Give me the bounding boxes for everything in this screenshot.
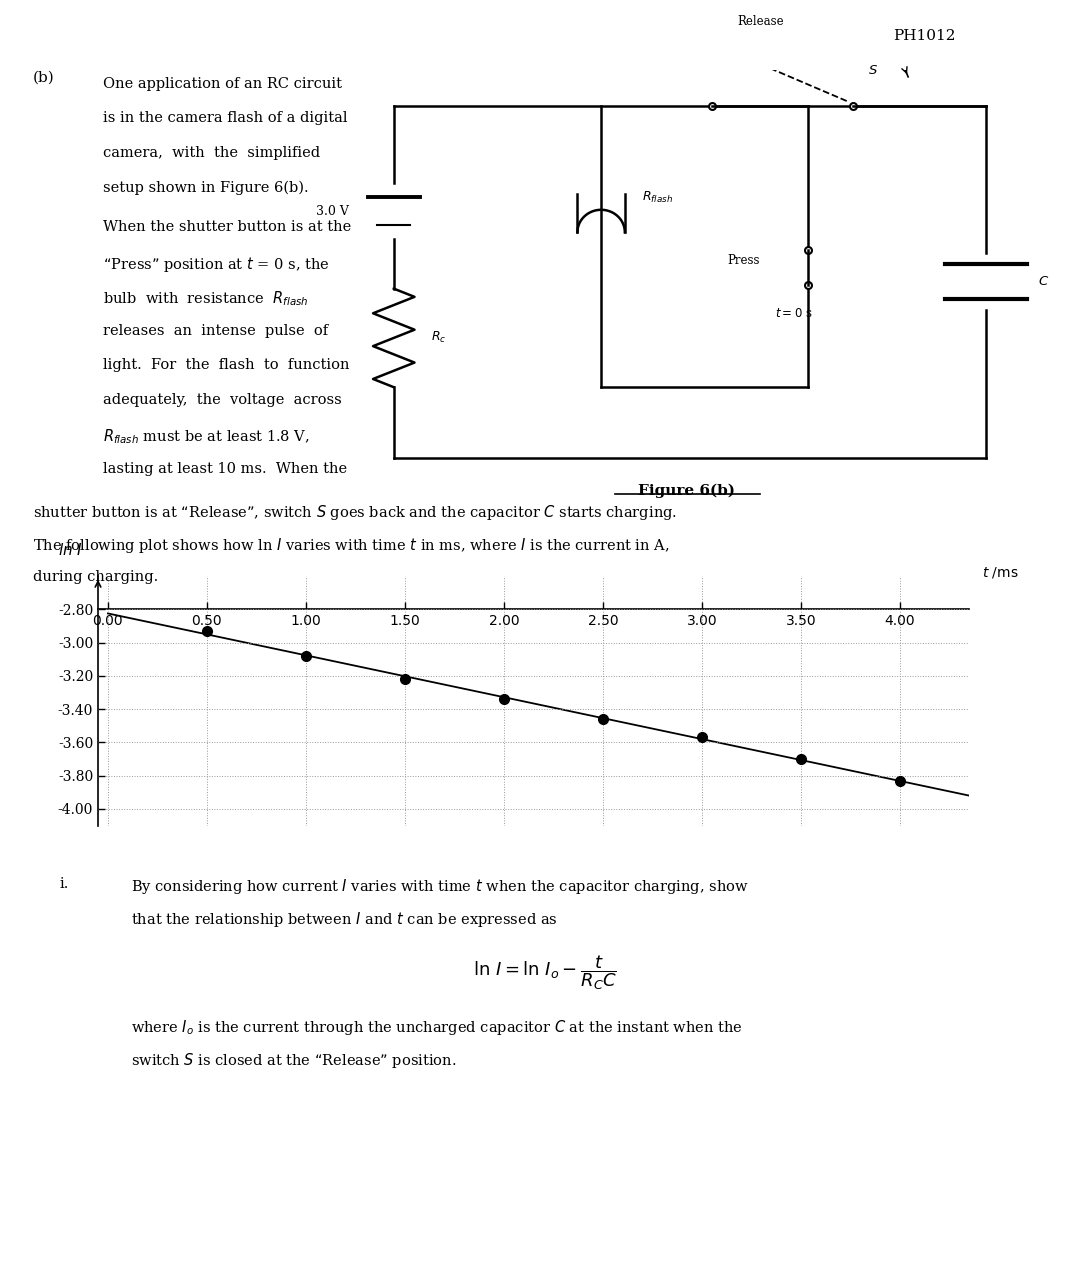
Text: The following plot shows how ln $I$ varies with time $t$ in ms, where $I$ is the: The following plot shows how ln $I$ vari… bbox=[33, 536, 669, 556]
Text: bulb  with  resistance  $R_{flash}$: bulb with resistance $R_{flash}$ bbox=[103, 289, 309, 308]
Text: $R_{flash}$ must be at least 1.8 V,: $R_{flash}$ must be at least 1.8 V, bbox=[103, 428, 309, 447]
Text: is in the camera flash of a digital: is in the camera flash of a digital bbox=[103, 111, 348, 125]
Text: Release: Release bbox=[737, 15, 784, 28]
Text: adequately,  the  voltage  across: adequately, the voltage across bbox=[103, 393, 342, 407]
Text: where $I_o$ is the current through the uncharged capacitor $C$ at the instant wh: where $I_o$ is the current through the u… bbox=[131, 1018, 743, 1037]
Text: switch $S$ is closed at the “Release” position.: switch $S$ is closed at the “Release” po… bbox=[131, 1051, 456, 1070]
Text: $t = 0$ s: $t = 0$ s bbox=[775, 307, 812, 320]
Text: $R_{flash}$: $R_{flash}$ bbox=[641, 189, 673, 205]
Text: releases  an  intense  pulse  of: releases an intense pulse of bbox=[103, 324, 329, 338]
Text: $\mathrm{ln}\ I = \mathrm{ln}\ I_o - \dfrac{t}{R_C C}$: $\mathrm{ln}\ I = \mathrm{ln}\ I_o - \df… bbox=[473, 954, 616, 992]
Text: i.: i. bbox=[60, 877, 70, 891]
Text: 3.0 V: 3.0 V bbox=[317, 205, 350, 218]
Text: $\mathit{ln}\ \mathit{I}$: $\mathit{ln}\ \mathit{I}$ bbox=[59, 543, 83, 558]
Text: lasting at least 10 ms.  When the: lasting at least 10 ms. When the bbox=[103, 462, 347, 476]
Text: Figure 6(b): Figure 6(b) bbox=[637, 484, 735, 498]
Text: (b): (b) bbox=[33, 70, 54, 84]
Text: $t\ /\mathrm{ms}$: $t\ /\mathrm{ms}$ bbox=[982, 564, 1019, 580]
Text: $C$: $C$ bbox=[1038, 275, 1049, 288]
Text: PH1012: PH1012 bbox=[893, 29, 955, 44]
Text: setup shown in Figure 6(b).: setup shown in Figure 6(b). bbox=[103, 180, 309, 195]
Text: light.  For  the  flash  to  function: light. For the flash to function bbox=[103, 358, 350, 372]
Text: Press: Press bbox=[727, 253, 759, 268]
Text: that the relationship between $I$ and $t$ can be expressed as: that the relationship between $I$ and $t… bbox=[131, 910, 558, 929]
Text: One application of an RC circuit: One application of an RC circuit bbox=[103, 77, 342, 91]
Text: camera,  with  the  simplified: camera, with the simplified bbox=[103, 146, 320, 160]
Text: $R_c$: $R_c$ bbox=[431, 330, 446, 346]
Text: By considering how current $I$ varies with time $t$ when the capacitor charging,: By considering how current $I$ varies wi… bbox=[131, 877, 748, 896]
Text: “Press” position at $t$ = 0 s, the: “Press” position at $t$ = 0 s, the bbox=[103, 255, 330, 274]
Text: $S$: $S$ bbox=[868, 64, 878, 77]
Text: shutter button is at “Release”, switch $S$ goes back and the capacitor $C$ start: shutter button is at “Release”, switch $… bbox=[33, 503, 676, 522]
Text: during charging.: during charging. bbox=[33, 570, 158, 584]
Text: When the shutter button is at the: When the shutter button is at the bbox=[103, 220, 352, 234]
